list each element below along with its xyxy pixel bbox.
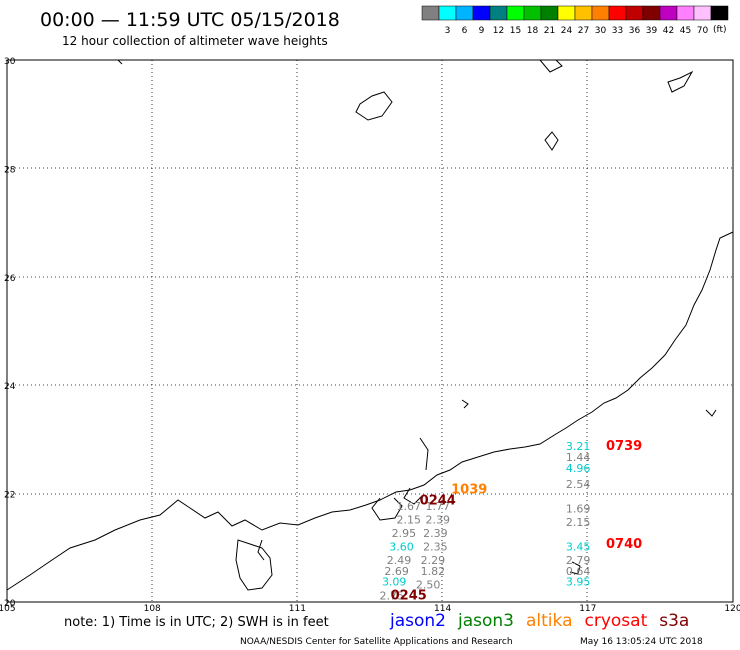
color-swatch xyxy=(710,5,729,21)
map-subtitle: 12 hour collection of altimeter wave hei… xyxy=(62,34,328,48)
latitude-tick: 24 xyxy=(4,382,16,392)
color-scale-tick: 70 xyxy=(697,26,709,36)
swh-value: 2.15 xyxy=(566,516,591,529)
longitude-tick: 108 xyxy=(144,604,161,614)
color-scale-tick: 42 xyxy=(663,26,674,36)
latitude-tick: 20 xyxy=(4,599,16,609)
color-swatch xyxy=(659,5,678,21)
swh-value: 2.35 xyxy=(423,541,448,554)
swh-value: 3.09 xyxy=(382,576,407,589)
map-title: 00:00 — 11:59 UTC 05/15/2018 xyxy=(40,9,340,31)
color-swatch xyxy=(540,5,559,21)
swh-value: 2.54 xyxy=(566,478,591,491)
color-scale-tick: 39 xyxy=(646,26,658,36)
swh-value: 2.49 xyxy=(387,554,412,567)
pass-time: 0740 xyxy=(606,537,642,552)
color-swatch xyxy=(438,5,457,21)
swh-value: 2.95 xyxy=(392,527,417,540)
color-scale-tick: 27 xyxy=(578,26,589,36)
wave-height-readings: 3.211.444.962.541.692.153.452.790.643.95… xyxy=(380,440,591,602)
swh-value: 4.96 xyxy=(566,462,591,475)
latitude-tick: 30 xyxy=(4,57,16,67)
latitude-tick: 28 xyxy=(4,165,16,175)
swh-value: 2.15 xyxy=(396,513,421,526)
map-frame xyxy=(6,59,734,603)
swh-value: 1.77 xyxy=(426,500,451,513)
color-scale-tick: 21 xyxy=(544,26,555,36)
swh-value: 1.67 xyxy=(396,500,421,513)
color-swatch xyxy=(642,5,661,21)
latitude-labels: 30 28 26 24 22 20 xyxy=(4,57,16,609)
satellite-name: altika xyxy=(526,611,573,631)
color-swatch xyxy=(421,5,440,21)
pass-time: 0245 xyxy=(391,588,427,603)
color-swatch xyxy=(625,5,644,21)
color-scale-tick: 6 xyxy=(462,26,468,36)
swh-value: 2.69 xyxy=(384,565,409,578)
color-scale-tick: 15 xyxy=(510,26,521,36)
swh-value: 3.60 xyxy=(389,541,414,554)
color-swatch xyxy=(455,5,474,21)
color-scale-tick: 24 xyxy=(561,26,573,36)
satellite-name: cryosat xyxy=(585,611,648,631)
color-scale-tick: 9 xyxy=(479,26,485,36)
pass-time: 0739 xyxy=(606,439,642,454)
color-swatch xyxy=(489,5,508,21)
longitude-tick: 117 xyxy=(579,604,596,614)
color-scale-tick: 45 xyxy=(680,26,691,36)
color-scale-tick: 33 xyxy=(612,26,623,36)
color-scale-tick: 18 xyxy=(527,26,539,36)
color-scale-tick: 3 xyxy=(445,26,451,36)
longitude-tick: 120 xyxy=(724,604,740,614)
longitude-labels: 105 108 111 114 117 120 xyxy=(0,604,740,614)
satellite-name: jason3 xyxy=(457,611,514,631)
color-swatch xyxy=(608,5,627,21)
swh-value: 1.44 xyxy=(566,451,591,464)
swh-value: 1.69 xyxy=(566,503,591,516)
swh-value: 2.75 xyxy=(380,589,405,602)
color-swatch xyxy=(472,5,491,21)
color-scale-unit: (ft) xyxy=(713,25,727,35)
color-swatch xyxy=(693,5,712,21)
footer-credit: NOAA/NESDIS Center for Satellite Applica… xyxy=(240,637,513,647)
satellite-name: s3a xyxy=(659,611,689,631)
color-swatch xyxy=(574,5,593,21)
footer-note: note: 1) Time is in UTC; 2) SWH is in fe… xyxy=(64,615,329,630)
color-swatch xyxy=(676,5,695,21)
longitude-tick: 114 xyxy=(434,604,451,614)
latitude-tick: 26 xyxy=(4,274,16,284)
swh-value: 2.79 xyxy=(566,554,591,567)
color-scale-tick: 12 xyxy=(493,26,504,36)
color-swatch xyxy=(523,5,542,21)
satellite-legend: jason2 jason3 altika cryosat s3a xyxy=(389,611,689,631)
longitude-tick: 105 xyxy=(0,604,16,614)
pass-time: 0244 xyxy=(420,493,456,508)
color-scale-bar xyxy=(421,5,729,21)
swh-value: 3.21 xyxy=(566,440,591,453)
footer-timestamp: May 16 13:05:24 UTC 2018 xyxy=(580,637,703,647)
swh-value: 2.50 xyxy=(416,578,441,591)
color-scale-labels: 3 6 9 12 15 18 21 24 27 30 33 36 39 42 45 70 xyxy=(445,26,709,36)
color-swatch xyxy=(557,5,576,21)
swh-value: 0.64 xyxy=(566,565,591,578)
swh-value: 2.29 xyxy=(421,554,446,567)
swh-value: 2.39 xyxy=(423,527,448,540)
color-scale-tick: 30 xyxy=(595,26,607,36)
swh-value: 3.45 xyxy=(566,541,591,554)
color-scale-tick: 36 xyxy=(629,26,641,36)
color-swatch xyxy=(506,5,525,21)
longitude-tick: 111 xyxy=(289,604,306,614)
coastline xyxy=(6,59,734,591)
latitude-tick: 22 xyxy=(4,491,15,501)
swh-value: 1.82 xyxy=(421,565,446,578)
graticule xyxy=(7,60,733,602)
swh-value: 2.39 xyxy=(426,513,451,526)
satellite-name: jason2 xyxy=(389,611,446,631)
pass-time: 1039 xyxy=(451,483,487,498)
swh-value: 3.95 xyxy=(566,576,591,589)
color-swatch xyxy=(591,5,610,21)
